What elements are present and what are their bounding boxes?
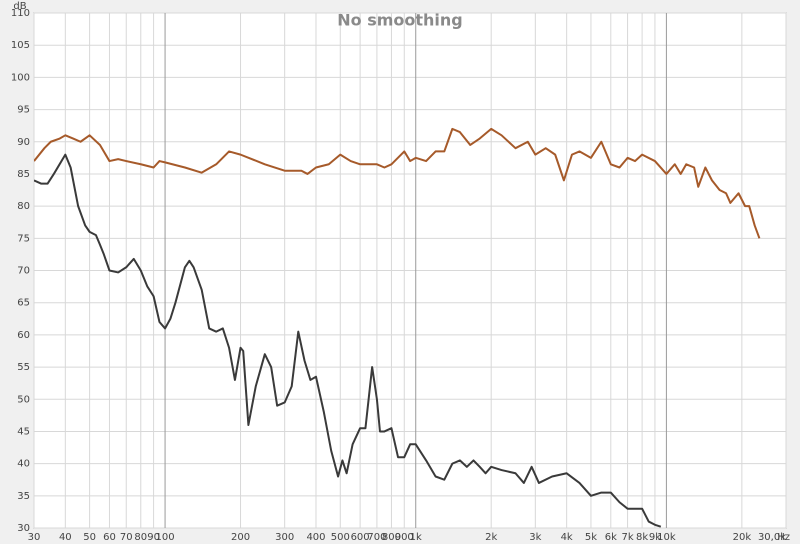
x-tick-label: 40 xyxy=(59,532,72,543)
x-tick-label: 80 xyxy=(134,532,147,543)
x-tick-label: 1k xyxy=(410,532,422,543)
y-tick-label: 110 xyxy=(11,8,30,19)
x-tick-label: 3k xyxy=(529,532,541,543)
y-tick-label: 75 xyxy=(17,233,30,244)
y-tick-label: 30 xyxy=(17,523,30,534)
x-tick-label: 800 xyxy=(382,532,401,543)
x-tick-label: 10k xyxy=(657,532,676,543)
x-tick-label: 100 xyxy=(156,532,175,543)
x-tick-label: 6k xyxy=(605,532,617,543)
y-tick-label: 80 xyxy=(17,201,30,212)
x-tick-label: 400 xyxy=(306,532,325,543)
x-tick-label: 500 xyxy=(331,532,350,543)
x-tick-label: 30 xyxy=(28,532,41,543)
y-tick-label: 50 xyxy=(17,394,30,405)
x-tick-label: 70 xyxy=(120,532,133,543)
y-tick-label: 100 xyxy=(11,72,30,83)
y-tick-label: 65 xyxy=(17,298,30,309)
series-line xyxy=(34,127,761,239)
x-tick-label: 700 xyxy=(367,532,386,543)
y-tick-label: 70 xyxy=(17,266,30,277)
x-tick-label: 90 xyxy=(147,532,160,543)
x-tick-label: 20k xyxy=(733,532,752,543)
x-tick-label: 200 xyxy=(231,532,250,543)
y-tick-label: 55 xyxy=(17,362,30,373)
x-tick-label: 4k xyxy=(561,532,573,543)
x-tick-label: 50 xyxy=(83,532,96,543)
y-tick-label: 90 xyxy=(17,137,30,148)
y-tick-label: 45 xyxy=(17,426,30,437)
x-tick-label: 7k xyxy=(621,532,633,543)
y-tick-label: 35 xyxy=(17,491,30,502)
x-tick-label: 30,0k xyxy=(758,532,786,543)
series-line xyxy=(34,153,662,528)
x-axis-label: Hz xyxy=(777,532,790,543)
x-tick-label: 900 xyxy=(395,532,414,543)
x-tick-label: 60 xyxy=(103,532,116,543)
x-tick-label: 8k xyxy=(636,532,648,543)
y-axis-label: dB xyxy=(13,1,26,12)
x-tick-label: 2k xyxy=(485,532,497,543)
x-tick-label: 600 xyxy=(351,532,370,543)
x-tick-label: 300 xyxy=(275,532,294,543)
y-tick-label: 85 xyxy=(17,169,30,180)
x-tick-label: 9k xyxy=(649,532,661,543)
y-tick-label: 105 xyxy=(11,40,30,51)
x-tick-label: 5k xyxy=(585,532,597,543)
y-tick-label: 95 xyxy=(17,105,30,116)
y-tick-label: 60 xyxy=(17,330,30,341)
chart-title: No smoothing xyxy=(337,11,463,30)
y-tick-label: 40 xyxy=(17,459,30,470)
